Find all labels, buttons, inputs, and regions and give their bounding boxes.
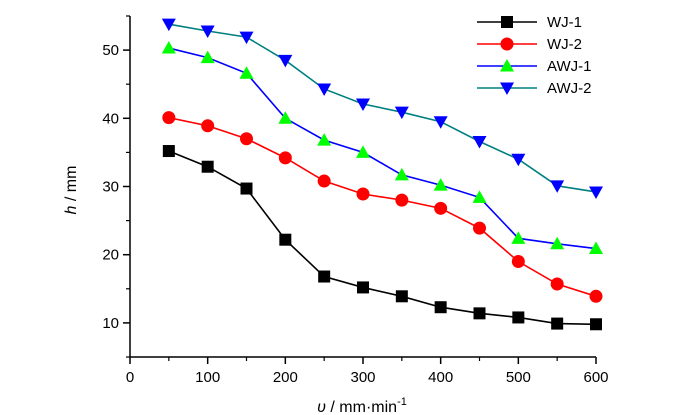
legend-entry: AWJ-1 [477,58,591,75]
data-point [512,311,525,324]
x-tick-label: 100 [195,369,220,386]
data-point [394,106,409,120]
axes: 0 100 200 300 400 500 600 10 20 30 40 50 [102,15,609,386]
y-axis-label: h / mm [63,166,80,215]
x-axis-unit: / mm·min [326,399,397,415]
series-line [168,47,597,250]
legend-label: WJ-1 [547,14,582,31]
legend: WJ-1 WJ-2 AWJ-1 AWJ-2 [477,14,591,97]
data-point [589,289,603,303]
data-point [511,153,526,167]
y-axis-unit: / mm [63,166,80,206]
x-axis-unit-exponent: -1 [397,396,407,408]
data-point [278,151,292,165]
data-point [240,132,253,146]
legend-label: AWJ-1 [547,58,591,75]
data-point [201,119,215,133]
legend-label: WJ-2 [547,36,582,53]
x-tick-label: 500 [506,369,531,386]
x-axis-label: υ / mm·min-1 [317,396,407,415]
data-point [550,236,565,250]
legend-marker [501,16,513,28]
y-axis-variable: h [63,205,80,214]
legend-entry: WJ-1 [477,14,582,31]
data-point [395,193,409,207]
data-point [511,255,525,269]
data-point [356,187,370,201]
data-point [240,182,253,195]
data-point [278,111,293,124]
data-point [317,133,332,146]
data-point [356,145,370,158]
data-point [473,307,486,320]
x-tick-label: 300 [350,369,375,386]
y-tick-label: 30 [102,179,119,196]
series-line [168,23,597,193]
data-point [511,231,526,244]
x-tick-label: 400 [428,369,453,386]
legend-label: AWJ-2 [547,80,591,97]
legend-entry: WJ-2 [477,36,582,53]
x-tick-label: 0 [126,369,134,386]
data-point [551,317,564,330]
data-point [550,180,565,193]
legend-entry: AWJ-2 [477,80,591,97]
data-point [201,160,214,173]
series-line [168,150,597,326]
data-point [550,277,564,291]
data-point [318,270,331,283]
data-point [239,31,254,45]
data-point [317,83,332,96]
series-layer [161,18,603,331]
data-point [278,54,293,68]
data-point [161,41,176,54]
data-point [162,145,175,158]
data-point [239,66,254,79]
data-point [200,50,215,64]
data-point [433,116,448,129]
series-wj-1 [162,145,602,331]
series-line [168,116,597,298]
y-tick-label: 40 [102,110,119,127]
x-tick-label: 600 [583,369,608,386]
data-point [473,221,486,235]
y-tick-label: 10 [102,315,119,332]
data-point [589,186,603,199]
data-point [395,290,408,303]
x-axis-variable: υ [317,399,326,415]
y-tick-label: 20 [102,247,119,264]
data-point [589,241,603,255]
data-point [357,281,369,294]
series-awj-1 [161,41,603,255]
data-point [317,174,331,188]
data-point [434,201,448,215]
data-point [200,25,215,39]
data-point [356,98,370,111]
data-point [433,178,448,191]
series-wj-2 [162,111,603,303]
x-tick-label: 200 [273,369,298,386]
data-point [434,301,447,314]
series-awj-2 [161,18,603,199]
legend-marker [500,59,514,72]
legend-marker [500,37,514,51]
data-point [161,18,176,32]
data-point [394,167,409,181]
data-point [472,135,487,149]
y-tick-label: 50 [102,42,119,59]
data-point [162,111,176,125]
data-point [590,318,602,331]
legend-marker [500,82,514,95]
data-point [472,190,487,203]
data-point [279,233,292,246]
